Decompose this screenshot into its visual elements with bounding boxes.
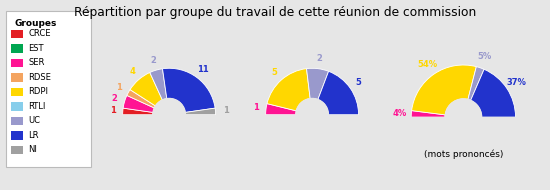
Text: Présents: Présents	[150, 134, 189, 143]
Text: 2: 2	[112, 94, 118, 103]
Bar	[10, 131, 24, 140]
Text: RDPI: RDPI	[29, 87, 48, 96]
Bar	[10, 146, 24, 154]
Circle shape	[153, 98, 185, 131]
Bar	[10, 102, 24, 111]
Text: 5: 5	[356, 78, 362, 87]
Bar	[102, 115, 236, 143]
Bar	[10, 88, 24, 96]
Text: LR: LR	[29, 131, 39, 140]
Wedge shape	[127, 90, 156, 108]
Wedge shape	[411, 111, 446, 117]
Text: 4: 4	[129, 67, 135, 76]
Text: Groupes: Groupes	[14, 19, 57, 28]
Wedge shape	[471, 69, 515, 117]
Text: 11: 11	[197, 65, 209, 74]
Wedge shape	[185, 108, 216, 115]
Text: 1: 1	[253, 103, 259, 112]
Text: 1: 1	[109, 106, 116, 115]
Circle shape	[445, 99, 482, 135]
Bar	[10, 73, 24, 82]
Wedge shape	[123, 108, 153, 115]
Text: NI: NI	[29, 145, 37, 154]
Bar	[10, 44, 24, 53]
Text: EST: EST	[29, 44, 44, 53]
Wedge shape	[267, 69, 310, 111]
Bar	[10, 59, 24, 67]
Text: Répartition par groupe du travail de cette réunion de commission: Répartition par groupe du travail de cet…	[74, 6, 476, 19]
Text: 4%: 4%	[393, 109, 407, 118]
Text: Temps de parole
(mots prononcés): Temps de parole (mots prononcés)	[424, 139, 503, 159]
Text: 54%: 54%	[417, 60, 438, 69]
Text: RDSE: RDSE	[29, 73, 51, 82]
Text: SER: SER	[29, 58, 45, 67]
Wedge shape	[150, 69, 167, 100]
Bar	[245, 115, 380, 143]
Wedge shape	[123, 95, 155, 112]
Text: 5%: 5%	[477, 52, 491, 62]
Text: 2: 2	[316, 54, 322, 63]
Text: 2: 2	[150, 56, 156, 65]
Text: 37%: 37%	[507, 78, 526, 87]
Text: UC: UC	[29, 116, 41, 125]
Wedge shape	[266, 104, 296, 115]
Wedge shape	[306, 68, 328, 100]
FancyBboxPatch shape	[6, 11, 91, 167]
Text: 5: 5	[272, 68, 277, 77]
Wedge shape	[130, 72, 162, 106]
Wedge shape	[468, 67, 484, 100]
Text: RTLI: RTLI	[29, 102, 46, 111]
Bar	[388, 117, 539, 148]
Circle shape	[296, 98, 328, 131]
Wedge shape	[318, 71, 359, 115]
Text: 1: 1	[223, 106, 229, 115]
Wedge shape	[162, 68, 215, 112]
Text: Interventions: Interventions	[282, 134, 342, 143]
Text: CRCE: CRCE	[29, 29, 51, 38]
Wedge shape	[411, 65, 476, 115]
Text: 1: 1	[117, 83, 122, 92]
Bar	[10, 117, 24, 125]
Bar	[10, 30, 24, 38]
